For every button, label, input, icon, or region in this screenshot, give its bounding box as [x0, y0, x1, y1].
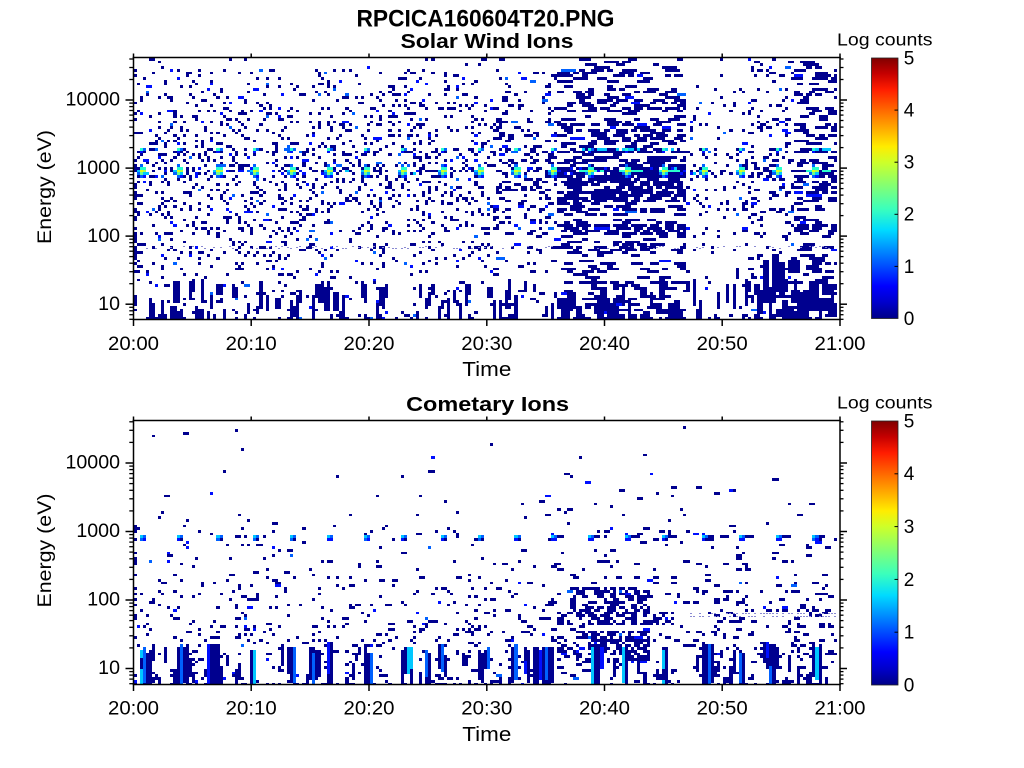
svg-text:1: 1 [904, 257, 915, 278]
svg-text:20:10: 20:10 [226, 334, 277, 355]
svg-text:Solar Wind Ions: Solar Wind Ions [401, 31, 574, 53]
svg-text:Energy (eV): Energy (eV) [34, 494, 56, 608]
svg-text:0: 0 [904, 675, 915, 696]
svg-text:100: 100 [87, 590, 120, 611]
svg-text:1: 1 [904, 623, 915, 644]
svg-text:20:40: 20:40 [579, 699, 630, 720]
svg-text:10: 10 [98, 658, 120, 679]
svg-text:Time: Time [462, 359, 511, 381]
svg-text:Cometary Ions: Cometary Ions [406, 394, 569, 416]
svg-text:1000: 1000 [76, 521, 120, 542]
svg-text:21:00: 21:00 [815, 699, 866, 720]
svg-text:4: 4 [904, 101, 915, 122]
svg-text:10000: 10000 [66, 453, 121, 474]
svg-text:RPCICA160604T20.PNG: RPCICA160604T20.PNG [357, 5, 615, 32]
svg-text:5: 5 [904, 48, 915, 69]
svg-text:20:50: 20:50 [697, 699, 748, 720]
svg-text:20:30: 20:30 [461, 334, 512, 355]
svg-text:3: 3 [904, 517, 915, 538]
svg-text:20:10: 20:10 [226, 699, 277, 720]
svg-text:2: 2 [904, 570, 915, 591]
svg-text:2: 2 [904, 205, 915, 226]
svg-text:Time: Time [462, 724, 511, 746]
svg-text:1000: 1000 [76, 158, 120, 179]
svg-text:Log counts: Log counts [837, 393, 933, 413]
svg-text:20:50: 20:50 [697, 334, 748, 355]
svg-text:5: 5 [904, 411, 915, 432]
svg-text:4: 4 [904, 464, 915, 485]
svg-text:20:20: 20:20 [344, 699, 395, 720]
svg-text:20:20: 20:20 [344, 334, 395, 355]
svg-text:20:00: 20:00 [108, 334, 159, 355]
svg-text:100: 100 [87, 226, 120, 247]
svg-text:10000: 10000 [66, 90, 121, 111]
svg-text:20:00: 20:00 [108, 699, 159, 720]
svg-text:20:30: 20:30 [461, 699, 512, 720]
svg-text:20:40: 20:40 [579, 334, 630, 355]
svg-text:3: 3 [904, 153, 915, 174]
svg-text:21:00: 21:00 [815, 334, 866, 355]
svg-text:0: 0 [904, 309, 915, 330]
svg-text:Log counts: Log counts [837, 30, 933, 50]
svg-text:Energy (eV): Energy (eV) [34, 130, 56, 244]
svg-text:10: 10 [98, 294, 120, 315]
